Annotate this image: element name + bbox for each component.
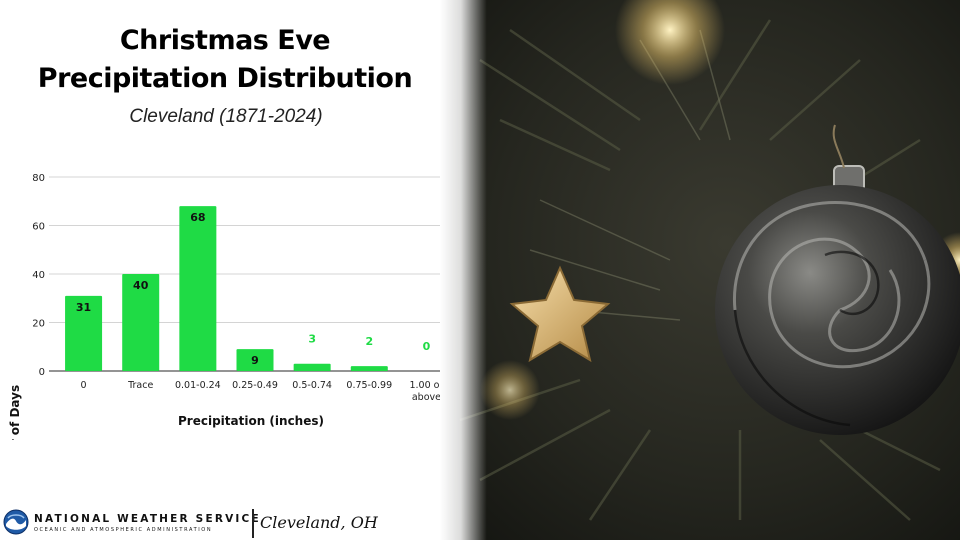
y-tick-label: 0 bbox=[39, 367, 45, 378]
x-tick-label: 0.25-0.49 bbox=[232, 380, 278, 391]
bars bbox=[65, 206, 388, 371]
bar bbox=[122, 274, 160, 371]
bar bbox=[65, 295, 103, 371]
noaa-logo-icon bbox=[3, 509, 29, 535]
y-tick-label: 60 bbox=[32, 222, 45, 233]
x-tick-label: 0.01-0.24 bbox=[175, 380, 221, 391]
bar-value-label: 68 bbox=[190, 211, 205, 224]
bar-value-label: 0 bbox=[423, 340, 431, 353]
bar bbox=[293, 363, 331, 371]
x-tick-label: 0.75-0.99 bbox=[346, 380, 392, 391]
gridlines bbox=[49, 176, 455, 372]
title-line-1: Christmas Eve bbox=[119, 25, 331, 56]
bar bbox=[350, 366, 388, 371]
x-tick-labels: 0 Trace 0.01-0.24 0.25-0.49 0.5-0.74 0.75-0.9… bbox=[81, 380, 444, 403]
bar-value-label: 40 bbox=[133, 279, 149, 292]
x-tick-label: 1.00 or above bbox=[409, 380, 443, 403]
y-tick-labels: 0 20 40 60 80 bbox=[32, 173, 45, 378]
page-subtitle: Cleveland (1871-2024) bbox=[129, 106, 323, 127]
y-tick-label: 80 bbox=[32, 173, 45, 184]
bar-value-label: 2 bbox=[365, 335, 373, 348]
footer: NATIONAL WEATHER SERVICE OCEANIC AND ATM… bbox=[0, 506, 460, 540]
office-name: Cleveland, OH bbox=[260, 513, 378, 532]
title-line-2: Precipitation Distribution bbox=[37, 63, 413, 94]
bar-value-label: 9 bbox=[251, 354, 259, 367]
x-tick-label: Trace bbox=[127, 380, 153, 391]
org-subtitle: OCEANIC AND ATMOSPHERIC ADMINISTRATION bbox=[34, 527, 213, 533]
x-tick-label: 0 bbox=[81, 380, 87, 391]
bar bbox=[236, 349, 274, 371]
org-name: NATIONAL WEATHER SERVICE bbox=[34, 513, 261, 525]
christmas-ornament-photo bbox=[440, 0, 960, 540]
bar-labels: 31 40 68 9 3 2 0 bbox=[76, 211, 431, 367]
y-tick-label: 40 bbox=[32, 270, 45, 281]
page-title: Christmas Eve Precipitation Distribution bbox=[0, 22, 450, 98]
bar-value-label: 3 bbox=[308, 333, 316, 346]
y-tick-label: 20 bbox=[32, 319, 45, 330]
footer-divider bbox=[252, 509, 254, 538]
x-tick-label: 0.5-0.74 bbox=[292, 380, 332, 391]
x-axis-label: Precipitation (inches) bbox=[178, 414, 324, 428]
y-axis-label: Number of Days bbox=[8, 385, 22, 440]
bar bbox=[179, 206, 217, 371]
left-panel: Christmas Eve Precipitation Distribution… bbox=[0, 0, 460, 540]
bar-value-label: 31 bbox=[76, 301, 91, 314]
